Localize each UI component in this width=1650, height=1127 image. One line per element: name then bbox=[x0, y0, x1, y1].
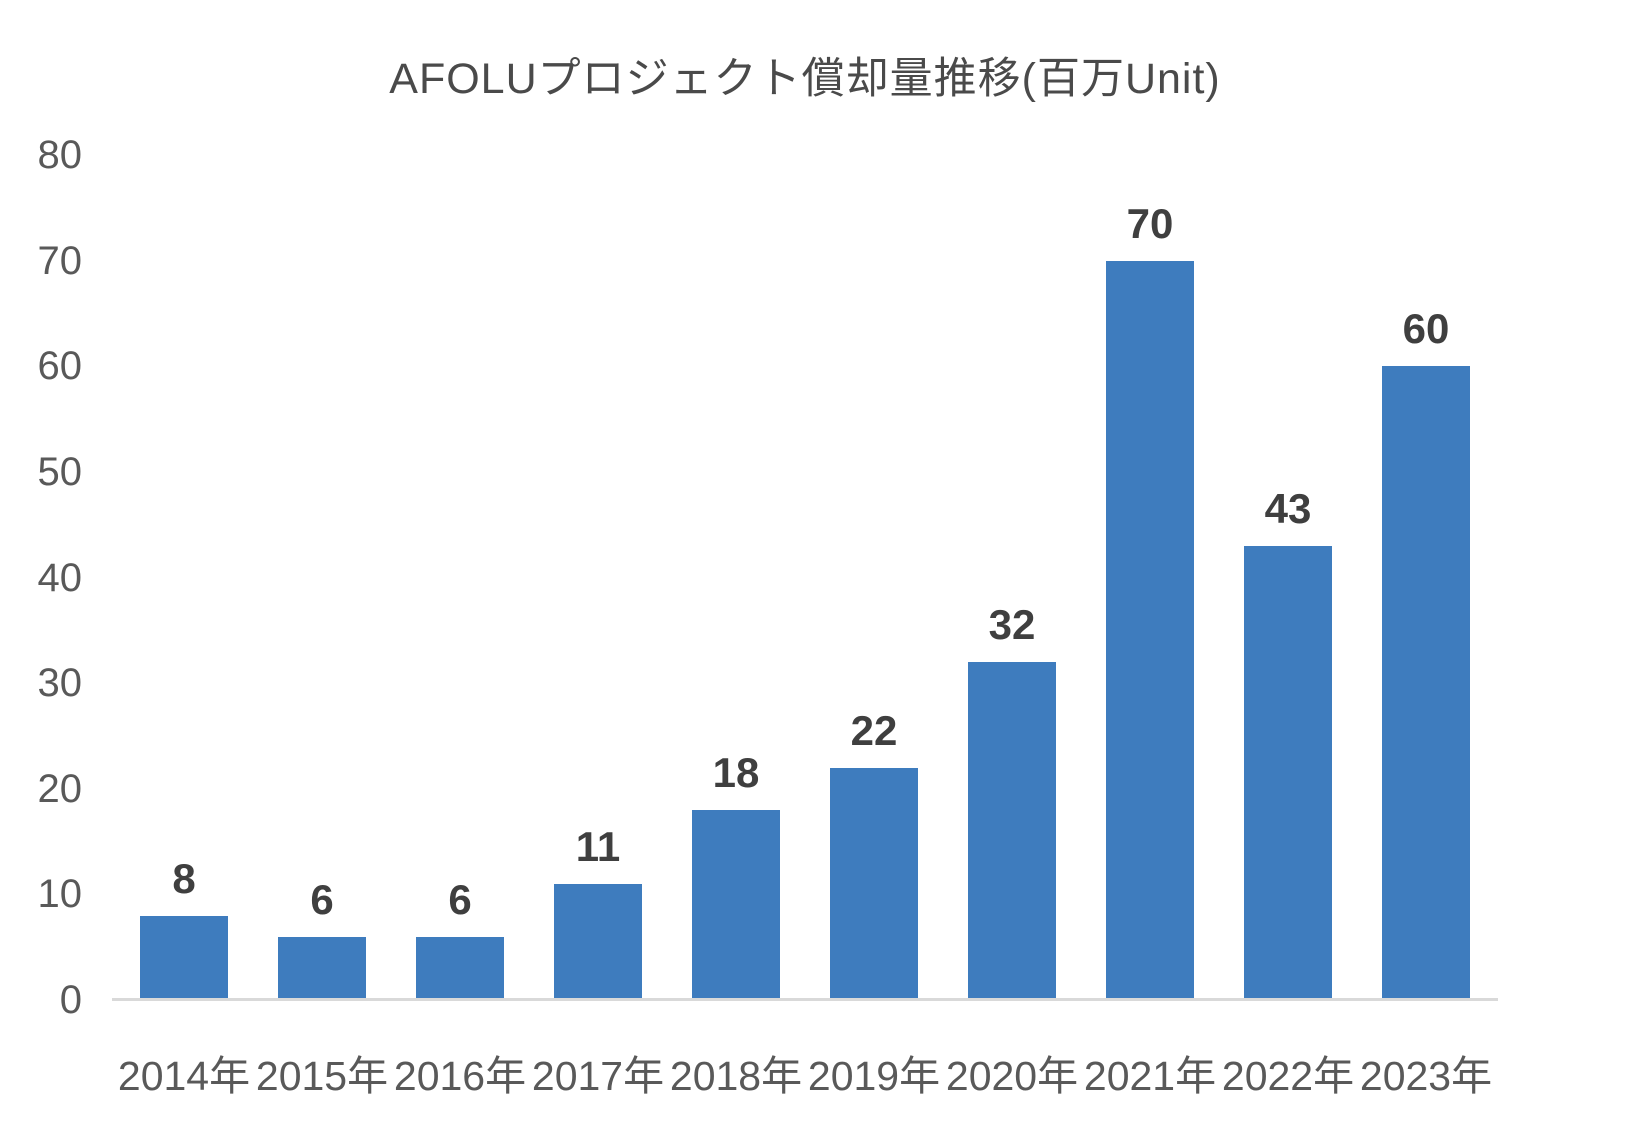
bar: 60 bbox=[1381, 308, 1471, 1000]
bar-category-cell: 32 bbox=[943, 155, 1081, 1000]
bar-value-label: 11 bbox=[575, 822, 621, 870]
bar: 70 bbox=[1105, 202, 1195, 1000]
bar: 11 bbox=[553, 825, 643, 1000]
bar-category-cell: 18 bbox=[667, 155, 805, 1000]
bars-row: 8 6 6 11 18 22 32 70 43 60 bbox=[115, 155, 1495, 1000]
bar-category-cell: 43 bbox=[1219, 155, 1357, 1000]
x-category-label: 2020年 bbox=[945, 1053, 1079, 1099]
bar-value-label: 8 bbox=[172, 854, 196, 902]
bar-value-label: 70 bbox=[1126, 199, 1174, 247]
bar-category-cell: 60 bbox=[1357, 155, 1495, 1000]
bar: 43 bbox=[1243, 487, 1333, 1000]
bar-value-label: 6 bbox=[310, 875, 334, 923]
bar-category-cell: 11 bbox=[529, 155, 667, 1000]
x-category-label: 2017年 bbox=[531, 1053, 665, 1099]
plot-area: 8 6 6 11 18 22 32 70 43 60 bbox=[115, 155, 1495, 1000]
x-category-label: 2015年 bbox=[255, 1053, 389, 1099]
bar: 6 bbox=[415, 878, 505, 1000]
bar-category-cell: 6 bbox=[391, 155, 529, 1000]
x-axis-line bbox=[112, 998, 1498, 1001]
x-category-label: 2023年 bbox=[1359, 1053, 1493, 1099]
y-tick-label: 20 bbox=[37, 766, 83, 811]
bar-category-cell: 8 bbox=[115, 155, 253, 1000]
y-tick-label: 50 bbox=[37, 449, 83, 494]
bar-value-label: 6 bbox=[448, 875, 472, 923]
bar: 32 bbox=[967, 604, 1057, 1000]
bar-value-label: 18 bbox=[712, 748, 760, 796]
bar: 18 bbox=[691, 751, 781, 1000]
x-category-label: 2019年 bbox=[807, 1053, 941, 1099]
bar: 6 bbox=[277, 878, 367, 1000]
bar-value-label: 22 bbox=[850, 706, 898, 754]
chart-title: AFOLUプロジェクト償却量推移(百万Unit) bbox=[389, 55, 1221, 103]
x-axis-labels: 2014年 2015年 2016年 2017年 2018年 2019年 2020年 2021年… bbox=[115, 1042, 1495, 1102]
bar-category-cell: 22 bbox=[805, 155, 943, 1000]
x-category-label: 2018年 bbox=[669, 1053, 803, 1099]
y-tick-label: 0 bbox=[59, 978, 82, 1022]
x-category-label: 2021年 bbox=[1083, 1053, 1217, 1099]
y-tick-label: 70 bbox=[37, 238, 83, 283]
bar: 22 bbox=[829, 709, 919, 1000]
x-category-label: 2014年 bbox=[117, 1053, 251, 1099]
bar: 8 bbox=[139, 857, 229, 1000]
y-tick-label: 80 bbox=[37, 133, 83, 177]
bar-value-label: 32 bbox=[988, 601, 1036, 648]
y-tick-label: 40 bbox=[37, 555, 83, 600]
bar-value-label: 43 bbox=[1264, 484, 1312, 532]
bar-value-label: 60 bbox=[1402, 305, 1450, 353]
x-category-label: 2016年 bbox=[393, 1053, 527, 1099]
y-axis: 0 10 20 30 40 50 60 70 80 bbox=[0, 135, 100, 1020]
x-category-label: 2022年 bbox=[1221, 1053, 1355, 1099]
y-tick-label: 30 bbox=[37, 661, 83, 706]
y-tick-label: 60 bbox=[37, 344, 83, 389]
bar-category-cell: 70 bbox=[1081, 155, 1219, 1000]
y-tick-label: 10 bbox=[37, 872, 83, 917]
bar-category-cell: 6 bbox=[253, 155, 391, 1000]
